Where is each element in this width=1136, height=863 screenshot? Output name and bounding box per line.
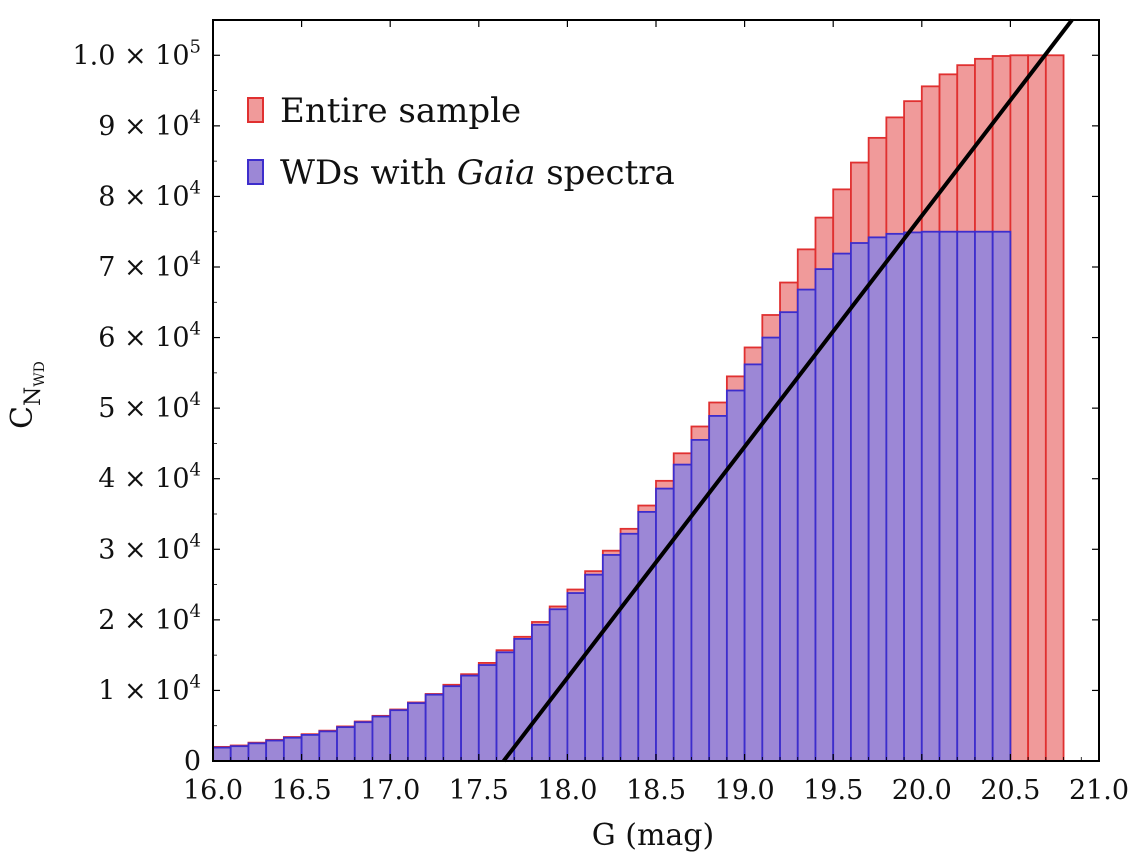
y-tick-label: 4 × 104 [98, 460, 201, 495]
bar-entire-sample [1009, 54, 1030, 762]
bar-gaia-spectra [850, 242, 870, 762]
x-tick-label: 16.0 [183, 775, 243, 806]
bar-gaia-spectra [460, 674, 480, 762]
x-tick-label: 18.0 [537, 775, 597, 806]
bar-gaia-spectra [282, 736, 303, 762]
legend-swatch-gaia-spectra [247, 159, 264, 185]
bar-gaia-spectra [672, 463, 693, 762]
bar-gaia-spectra [725, 389, 746, 762]
x-tick-labels: 16.0 16.5 17.0 17.5 18.0 18.5 19.0 19.5 20.0 20.5… [183, 775, 1129, 806]
x-tick-label: 21.0 [1069, 775, 1129, 806]
y-tick-label: 1 × 104 [98, 671, 201, 706]
bar-gaia-spectra [584, 573, 604, 762]
legend-label-gaia-italic: Gaia [457, 153, 536, 193]
bar-gaia-spectra [637, 510, 657, 762]
bar-gaia-spectra [956, 230, 976, 762]
bar-entire-sample [1027, 54, 1047, 762]
bar-gaia-spectra [353, 721, 374, 762]
x-tick-label: 20.0 [892, 775, 952, 806]
y-tick-label: 6 × 104 [98, 319, 201, 354]
bar-gaia-spectra [495, 651, 516, 762]
y-tick-label: 2 × 104 [98, 601, 201, 636]
bar-gaia-spectra [336, 726, 356, 762]
bar-gaia-spectra [477, 664, 498, 762]
bar-gaia-spectra [867, 236, 888, 762]
bar-gaia-spectra [920, 230, 941, 762]
bar-gaia-spectra [531, 623, 551, 762]
bar-gaia-spectra [938, 230, 959, 762]
bar-gaia-spectra [318, 730, 338, 762]
legend: Entire sample WDs with Gaia spectra [247, 91, 675, 193]
y-axis-title: CNWD [5, 361, 48, 429]
bar-gaia-spectra [389, 709, 409, 762]
y-tick-labels: 1.0 × 105 9 × 104 8 × 104 7 × 104 6 × 104 5 ×… [72, 36, 201, 777]
x-tick-label: 20.5 [980, 775, 1040, 806]
bar-gaia-spectra [371, 715, 392, 762]
bar-gaia-spectra [690, 438, 711, 762]
y-tick-label: 7 × 104 [98, 248, 201, 283]
x-tick-label: 18.5 [626, 775, 686, 806]
x-tick-label: 16.5 [272, 775, 332, 806]
legend-label-entire-sample: Entire sample [280, 91, 521, 131]
bar-gaia-spectra [300, 733, 321, 762]
bar-gaia-spectra [265, 739, 285, 762]
y-axis-title-sub: N [21, 387, 46, 406]
bar-gaia-spectra [407, 702, 427, 762]
x-tick-label: 19.0 [715, 775, 775, 806]
axis-ticks [212, 20, 1100, 762]
x-tick-label: 17.5 [449, 775, 509, 806]
bar-gaia-spectra [424, 693, 445, 762]
y-tick-label: 1.0 × 105 [72, 36, 201, 71]
bar-gaia-spectra [885, 232, 905, 762]
bar-gaia-spectra [247, 742, 268, 762]
x-tick-label: 19.5 [803, 775, 863, 806]
x-tick-label: 17.0 [360, 775, 420, 806]
bar-gaia-spectra [229, 745, 250, 762]
y-tick-label: 5 × 104 [98, 389, 201, 424]
y-tick-label: 9 × 104 [98, 107, 201, 142]
y-tick-label: 8 × 104 [98, 177, 201, 212]
bar-gaia-spectra [212, 746, 232, 762]
legend-swatch-entire-sample [247, 97, 264, 123]
fit-line [502, 18, 1074, 763]
bar-gaia-spectra [903, 231, 923, 762]
y-axis-title-subsub: WD [32, 361, 48, 387]
y-axis-title-main: C [5, 406, 40, 429]
legend-label-gaia-prefix: WDs with [280, 153, 457, 193]
bar-gaia-spectra [991, 230, 1012, 762]
y-tick-label: 3 × 104 [98, 530, 201, 565]
bar-gaia-spectra [974, 230, 994, 762]
fit-line-group [502, 18, 1074, 763]
bar-gaia-spectra [601, 554, 622, 762]
legend-label-gaia-spectra: WDs with Gaia spectra [280, 153, 675, 193]
y-tick-label: 0 [184, 746, 201, 777]
legend-label-gaia-suffix: spectra [535, 153, 674, 193]
bar-gaia-spectra [619, 532, 640, 762]
bar-gaia-spectra [548, 608, 569, 762]
x-axis-title: G (mag) [592, 818, 714, 853]
bar-gaia-spectra [708, 415, 728, 762]
bar-gaia-spectra [442, 685, 462, 762]
bar-entire-sample [1044, 54, 1065, 762]
gaia-spectra-bars [212, 230, 1012, 762]
bar-gaia-spectra [655, 487, 675, 762]
